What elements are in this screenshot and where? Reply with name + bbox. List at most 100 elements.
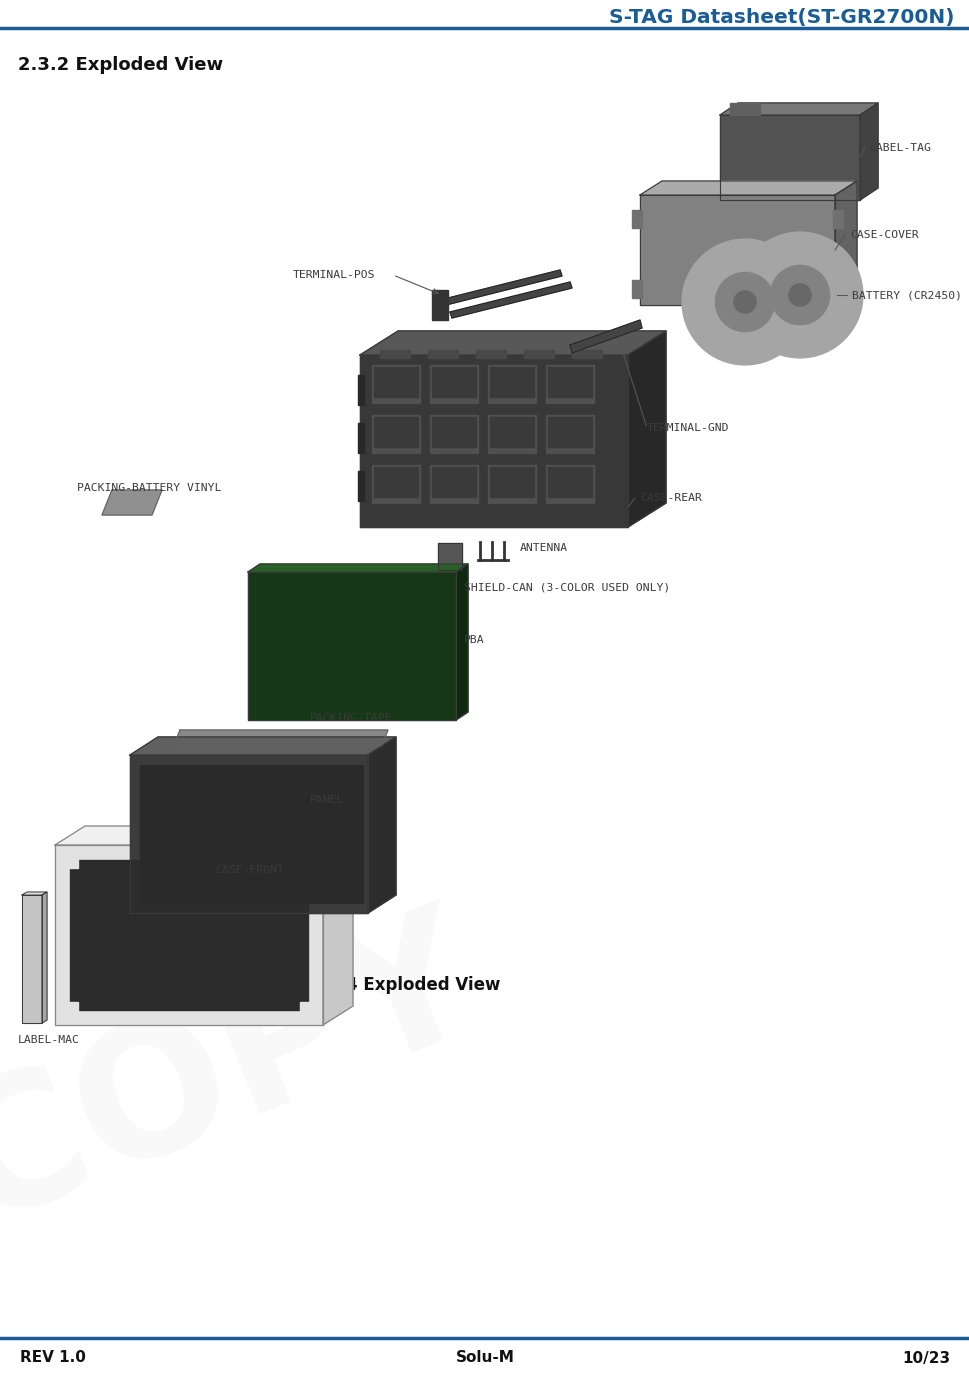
Text: COPY: COPY	[0, 890, 502, 1260]
Bar	[487, 415, 536, 453]
Polygon shape	[860, 103, 877, 201]
Bar	[546, 415, 593, 453]
Bar	[547, 416, 591, 447]
Text: S-TAG Datasheet(ST-GR2700N): S-TAG Datasheet(ST-GR2700N)	[609, 8, 954, 27]
Ellipse shape	[711, 271, 785, 344]
Polygon shape	[55, 845, 323, 1025]
Polygon shape	[130, 754, 367, 912]
Bar	[374, 367, 418, 397]
Polygon shape	[248, 563, 467, 572]
Text: PACKING-TAPE: PACKING-TAPE	[310, 713, 392, 723]
Text: CASE-REAR: CASE-REAR	[640, 493, 702, 503]
Bar	[380, 350, 410, 359]
Text: PANEL: PANEL	[310, 796, 344, 805]
Bar	[358, 471, 363, 502]
Polygon shape	[173, 730, 388, 745]
Polygon shape	[640, 195, 834, 305]
Bar	[429, 365, 478, 403]
Text: PACKING-BATTERY VINYL: PACKING-BATTERY VINYL	[77, 484, 221, 493]
Text: LABEL-MAC: LABEL-MAC	[18, 1035, 79, 1046]
Bar	[547, 367, 591, 397]
Bar	[632, 280, 641, 298]
Polygon shape	[834, 181, 857, 305]
Polygon shape	[440, 271, 561, 306]
Text: SHIELD-CAN (3-COLOR USED ONLY): SHIELD-CAN (3-COLOR USED ONLY)	[463, 583, 670, 594]
Polygon shape	[22, 892, 47, 894]
Bar	[546, 365, 593, 403]
Polygon shape	[719, 103, 877, 115]
Bar	[372, 415, 420, 453]
Bar	[547, 467, 591, 497]
Ellipse shape	[736, 232, 862, 357]
Polygon shape	[140, 765, 362, 903]
Text: CASE-FRONT: CASE-FRONT	[215, 866, 284, 875]
Bar	[431, 416, 476, 447]
Bar	[832, 210, 842, 228]
Ellipse shape	[788, 284, 810, 306]
Ellipse shape	[681, 239, 807, 365]
Bar	[431, 367, 476, 397]
Text: REV 1.0: REV 1.0	[20, 1351, 86, 1366]
Polygon shape	[70, 860, 308, 1010]
Polygon shape	[438, 543, 461, 570]
Polygon shape	[450, 282, 572, 317]
Polygon shape	[323, 826, 353, 1025]
Polygon shape	[130, 736, 395, 754]
Bar	[429, 464, 478, 503]
Bar	[572, 350, 602, 359]
Polygon shape	[102, 491, 162, 515]
Polygon shape	[570, 320, 641, 353]
Bar	[374, 416, 418, 447]
Polygon shape	[640, 181, 857, 195]
Polygon shape	[359, 354, 627, 528]
Polygon shape	[730, 103, 760, 115]
Ellipse shape	[769, 265, 828, 324]
Polygon shape	[22, 894, 42, 1024]
Polygon shape	[42, 892, 47, 1024]
Ellipse shape	[707, 265, 781, 339]
Bar	[372, 365, 420, 403]
Polygon shape	[431, 290, 448, 320]
Bar	[374, 467, 418, 497]
Bar	[431, 467, 476, 497]
Bar	[68, 1002, 78, 1013]
Text: CASE-COVER: CASE-COVER	[849, 229, 918, 240]
Polygon shape	[455, 563, 467, 720]
Bar	[632, 210, 641, 228]
Text: 2.3.2 Exploded View: 2.3.2 Exploded View	[18, 56, 223, 74]
Bar	[489, 416, 534, 447]
Bar	[476, 350, 506, 359]
Text: BATTERY (CR2450): BATTERY (CR2450)	[851, 290, 961, 300]
Text: ANTENNA: ANTENNA	[519, 543, 568, 552]
Text: LABEL-TAG: LABEL-TAG	[869, 143, 931, 153]
Ellipse shape	[715, 272, 774, 331]
Bar	[358, 375, 363, 405]
Polygon shape	[367, 736, 395, 912]
Polygon shape	[55, 826, 353, 845]
Bar	[68, 857, 78, 868]
Bar	[429, 415, 478, 453]
Bar	[427, 350, 457, 359]
Bar	[299, 1002, 310, 1013]
Text: Solu-M: Solu-M	[455, 1351, 514, 1366]
Bar	[358, 423, 363, 453]
Text: TERMINAL-GND: TERMINAL-GND	[646, 423, 729, 433]
Circle shape	[733, 246, 740, 254]
Bar	[832, 280, 842, 298]
Bar	[299, 857, 310, 868]
Bar	[489, 367, 534, 397]
Polygon shape	[359, 331, 666, 354]
Ellipse shape	[763, 258, 836, 333]
Polygon shape	[719, 115, 860, 201]
Text: Figure 4 Exploded View: Figure 4 Exploded View	[279, 976, 500, 993]
Text: PBA: PBA	[463, 635, 484, 644]
Polygon shape	[248, 572, 455, 720]
Bar	[487, 464, 536, 503]
Bar	[489, 467, 534, 497]
Text: 10/23: 10/23	[901, 1351, 949, 1366]
Bar	[372, 464, 420, 503]
Bar	[546, 464, 593, 503]
Ellipse shape	[734, 291, 755, 313]
Text: TERMINAL-POS: TERMINAL-POS	[293, 271, 375, 280]
Bar	[523, 350, 553, 359]
